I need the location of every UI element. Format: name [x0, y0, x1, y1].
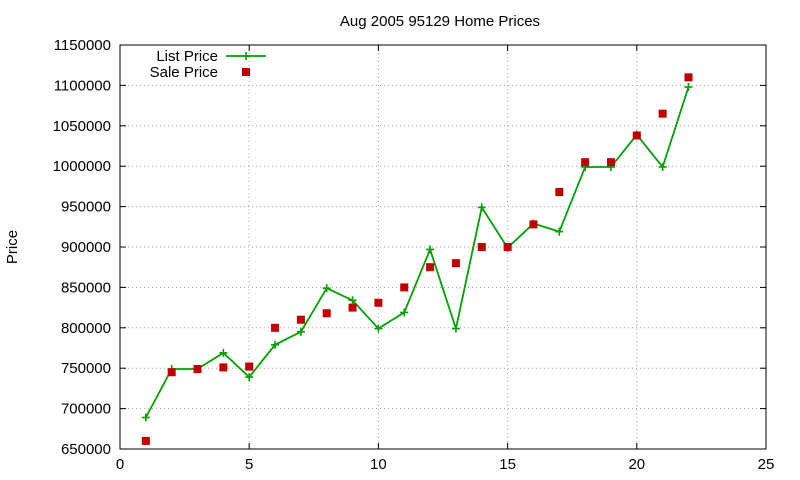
y-tick-label: 850000	[61, 279, 111, 296]
plot-frame	[119, 44, 767, 450]
sale-price-point	[529, 220, 538, 229]
list-price-legend-label: List Price	[156, 48, 218, 65]
sale-price-point	[426, 263, 435, 272]
sale-price-series	[141, 73, 693, 445]
y-tick-label: 1100000	[54, 77, 111, 94]
list-price-point	[400, 308, 409, 317]
x-tick-label: 5	[245, 456, 253, 473]
sale-price-point	[451, 259, 460, 268]
y-tick-label: 800000	[61, 320, 111, 337]
y-tick-label: 1000000	[53, 158, 111, 175]
list-price-point	[426, 245, 435, 254]
sale-price-point	[581, 158, 590, 167]
sale-price-point	[219, 363, 228, 372]
y-tick-label: 1050000	[53, 118, 111, 135]
list-price-point	[296, 327, 305, 336]
sale-price-point	[167, 368, 176, 377]
grid	[120, 45, 766, 449]
series	[141, 73, 693, 445]
list-price-point	[219, 348, 228, 357]
list-price-line	[145, 86, 690, 418]
sale-price-point	[684, 73, 693, 82]
sale-price-point	[271, 323, 280, 332]
list-price-point	[374, 324, 383, 333]
x-tick-label: 20	[628, 456, 645, 473]
y-tick-label: 900000	[61, 239, 111, 256]
sale-price-point	[632, 131, 641, 140]
y-tick-label: 950000	[61, 199, 111, 216]
list-price-point	[658, 163, 667, 172]
list-price-point	[271, 340, 280, 349]
list-price-point	[322, 284, 331, 293]
list-price-series	[141, 83, 693, 422]
y-tick-label: 650000	[61, 441, 111, 458]
sale-price-point	[477, 243, 486, 251]
tick-labels: 0 5 10 15 20 25 650000 700000 750000 800000 850000…	[53, 37, 775, 473]
sale-price-point	[322, 309, 331, 318]
sale-price-point	[555, 188, 564, 197]
x-tick-label: 0	[116, 456, 124, 473]
list-price-point	[684, 83, 693, 92]
chart-title: Aug 2005 95129 Home Prices	[340, 13, 540, 30]
y-axis-title: Price	[4, 230, 21, 264]
list-price-point	[555, 227, 564, 236]
list-price-point	[141, 413, 150, 422]
sale-price-point	[503, 243, 512, 251]
list-price-point	[451, 324, 460, 333]
sale-price-point	[245, 362, 254, 371]
sale-price-legend-marker	[242, 68, 250, 76]
sale-price-point	[193, 365, 202, 374]
sale-price-legend-label: Sale Price	[150, 64, 218, 81]
list-price-point	[348, 296, 357, 305]
sale-price-point	[374, 298, 383, 307]
sale-price-point	[658, 109, 667, 118]
x-tick-label: 10	[370, 456, 387, 473]
y-tick-label: 1150000	[54, 37, 111, 54]
sale-price-point	[296, 315, 305, 324]
sale-price-point	[348, 303, 357, 312]
y-tick-label: 750000	[61, 360, 111, 377]
list-price-point	[245, 373, 254, 382]
list-price-point	[477, 203, 486, 212]
x-tick-label: 15	[499, 456, 516, 473]
y-tick-label: 700000	[61, 401, 111, 418]
x-tick-label: 25	[758, 456, 775, 473]
sale-price-point	[141, 436, 150, 445]
sale-price-point	[606, 158, 615, 167]
sale-price-point	[400, 283, 409, 292]
list-price-legend-marker	[242, 52, 250, 60]
